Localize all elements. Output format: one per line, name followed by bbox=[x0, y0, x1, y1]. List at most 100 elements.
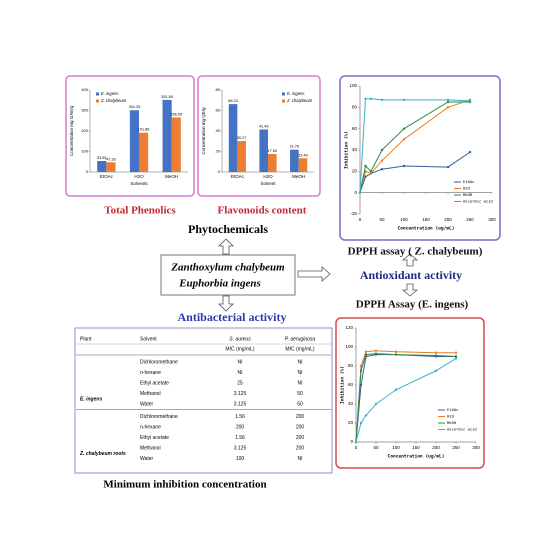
value-label: 13.40 bbox=[298, 153, 308, 157]
y-tick-label: 20 bbox=[216, 149, 221, 154]
y-tick-label: 20 bbox=[352, 169, 358, 174]
value-label: 30.27 bbox=[237, 136, 247, 140]
data-point bbox=[359, 369, 363, 372]
bar bbox=[97, 161, 107, 172]
table-header: P. aeruginosa bbox=[285, 336, 315, 342]
table-frame bbox=[74, 327, 333, 474]
table-cell: 200 bbox=[296, 435, 305, 441]
table-cell: Water bbox=[140, 456, 153, 462]
x-tick-label: EtOAc bbox=[231, 174, 245, 179]
table-cell: 50 bbox=[297, 391, 303, 397]
data-point bbox=[364, 175, 367, 178]
x-axis-label: Solvents bbox=[130, 181, 148, 186]
y-tick-label: 100 bbox=[345, 344, 353, 349]
table-cell: 200 bbox=[236, 424, 245, 430]
table-cell: 1.56 bbox=[235, 414, 245, 420]
data-point bbox=[468, 99, 472, 103]
arrow-down bbox=[218, 295, 234, 312]
table-cell: 100 bbox=[236, 456, 245, 462]
data-point bbox=[354, 440, 358, 444]
y-tick-label: 300 bbox=[81, 108, 88, 113]
x-tick-label: 50 bbox=[379, 217, 385, 222]
x-tick-label: MeOH bbox=[165, 174, 178, 179]
y-tick-label: 60 bbox=[216, 108, 221, 113]
value-label: 301.25 bbox=[129, 105, 141, 109]
table-header: S. aureus bbox=[229, 336, 251, 342]
value-label: 17.54 bbox=[268, 149, 278, 153]
y-tick-label: 0 bbox=[218, 169, 221, 174]
data-point bbox=[454, 355, 458, 358]
legend-swatch bbox=[96, 92, 99, 96]
phytochemicals-label: Phytochemicals bbox=[188, 222, 268, 236]
chart-caption: DPPH assay ( Z. chalybeum) bbox=[348, 246, 483, 258]
y-tick-label: 60 bbox=[348, 382, 354, 387]
y-tick-label: 60 bbox=[352, 126, 358, 131]
bar bbox=[106, 162, 116, 172]
table-cell: Water bbox=[140, 401, 153, 407]
y-tick-label: 40 bbox=[216, 128, 221, 133]
data-point bbox=[364, 97, 367, 101]
data-point bbox=[394, 350, 398, 353]
legend-label: MeOH bbox=[447, 420, 457, 425]
table-cell: Methanol bbox=[140, 445, 161, 451]
bar bbox=[268, 154, 277, 172]
table-cell: Methanol bbox=[140, 391, 161, 397]
data-point bbox=[402, 138, 406, 141]
x-tick-label: 200 bbox=[432, 445, 440, 450]
data-point bbox=[359, 364, 363, 368]
table-cell: NI bbox=[238, 370, 243, 376]
x-tick-label: 250 bbox=[466, 217, 474, 222]
legend-label: H2O bbox=[447, 414, 455, 419]
y-tick-label: 40 bbox=[352, 147, 358, 152]
data-point bbox=[394, 388, 398, 391]
y-tick-label: 80 bbox=[216, 87, 221, 92]
y-tick-label: -20 bbox=[350, 211, 357, 216]
bar bbox=[228, 104, 238, 172]
table-cell: 3.125 bbox=[234, 391, 247, 397]
data-point bbox=[380, 159, 384, 162]
table-cell: 50 bbox=[297, 401, 303, 407]
table-cell: 1.56 bbox=[235, 435, 245, 441]
data-point bbox=[364, 164, 367, 168]
x-tick-label: 0 bbox=[359, 217, 362, 222]
value-label: 66.23 bbox=[228, 99, 238, 103]
table-unit: MIC (mg/mL) bbox=[225, 346, 255, 352]
legend-label: MeOH bbox=[463, 192, 473, 197]
y-tick-label: 100 bbox=[349, 83, 357, 88]
y-tick-label: 80 bbox=[348, 363, 354, 368]
plant-name: Zanthoxylum chalybeum bbox=[170, 262, 285, 274]
data-point bbox=[358, 191, 362, 194]
y-tick-label: 100 bbox=[81, 149, 88, 154]
data-point bbox=[454, 351, 458, 354]
legend-label: E. ingens bbox=[287, 91, 305, 96]
table-cell: NI bbox=[238, 359, 243, 365]
y-tick-label: 120 bbox=[345, 325, 353, 330]
x-tick-label: 200 bbox=[444, 217, 452, 222]
table-cell: 3.125 bbox=[234, 401, 247, 407]
table-cell: n-hexane bbox=[140, 424, 161, 430]
table-cell: 200 bbox=[296, 424, 305, 430]
x-tick-label: H2O bbox=[263, 174, 273, 179]
data-point bbox=[374, 352, 378, 355]
x-tick-label: 0 bbox=[355, 445, 358, 450]
y-tick-label: 0 bbox=[86, 169, 89, 174]
table-cell: 200 bbox=[296, 414, 305, 420]
data-point bbox=[369, 170, 373, 173]
x-tick-label: 100 bbox=[392, 445, 400, 450]
legend-label: EtOAc bbox=[447, 407, 458, 412]
data-point bbox=[446, 106, 450, 109]
legend-label: Z. chalybeum bbox=[100, 98, 127, 103]
data-point bbox=[380, 98, 384, 102]
legend-swatch bbox=[282, 99, 285, 103]
data-point bbox=[394, 353, 398, 356]
y-axis-label: Inhibition (%) bbox=[344, 131, 350, 169]
table-cell: NI bbox=[298, 380, 303, 386]
legend-label: EtOAc bbox=[463, 179, 474, 184]
x-axis-label: Solvent bbox=[260, 181, 276, 186]
data-point bbox=[434, 351, 438, 354]
x-tick-label: 50 bbox=[373, 445, 379, 450]
y-axis-label: Concentration mg QE/g bbox=[201, 107, 206, 155]
data-point bbox=[402, 164, 406, 168]
y-tick-label: 40 bbox=[348, 401, 354, 406]
chart-caption: DPPH Assay (E. ingens) bbox=[356, 299, 469, 311]
